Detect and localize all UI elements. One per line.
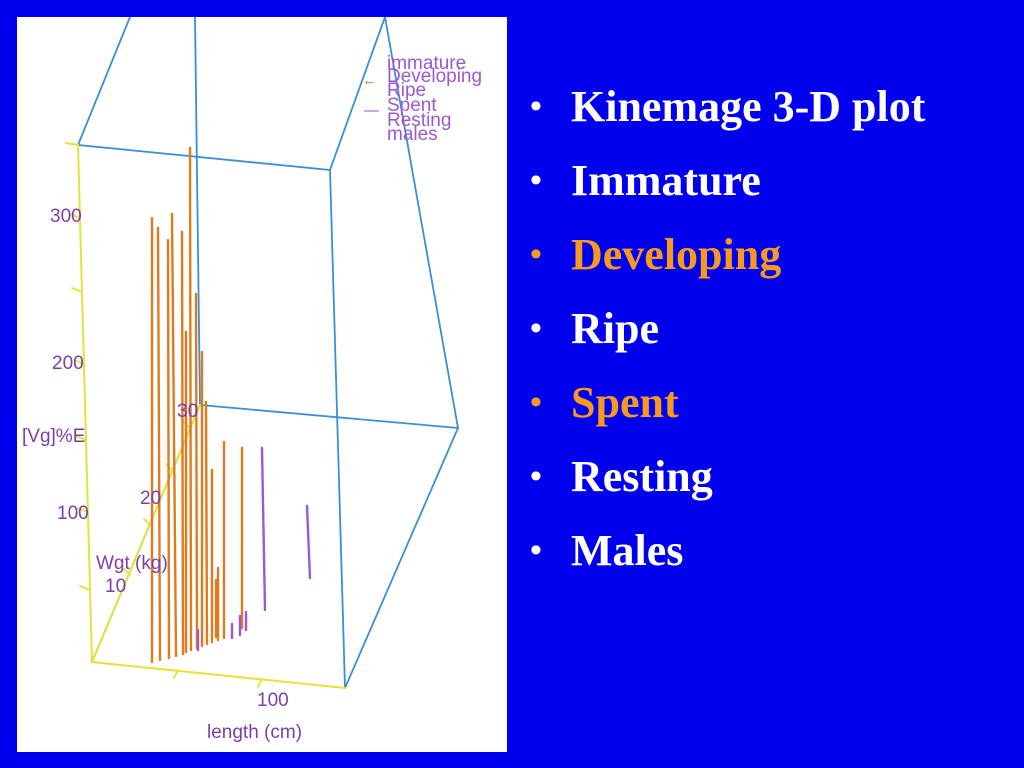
legend-item-spent: Spent xyxy=(387,95,437,116)
z-axis-label: Wgt (kg) xyxy=(96,553,168,574)
x-tick-mark xyxy=(257,678,263,688)
legend-item-males: males xyxy=(387,124,438,145)
spike-developing xyxy=(180,230,185,656)
y-tick-mark xyxy=(73,359,85,365)
box-edge xyxy=(329,169,346,689)
spike-developing xyxy=(166,238,171,660)
spike-developing xyxy=(204,400,209,646)
box-edge xyxy=(77,144,331,171)
legend-item-resting: Resting xyxy=(387,110,452,131)
y-tick-mark xyxy=(75,435,87,441)
x-tick-mark xyxy=(173,669,179,679)
bullet-text: Developing xyxy=(571,230,782,279)
bullet-item: • Resting xyxy=(530,450,925,524)
bullet-item: • Males xyxy=(530,524,925,598)
box-edge xyxy=(384,17,459,429)
box-edge xyxy=(329,17,386,171)
y-axis-label: [Vg]%E xyxy=(22,426,86,447)
y-tick-label: 300 xyxy=(50,206,82,227)
bullet-text: Spent xyxy=(571,378,679,427)
bullet-item: • Spent xyxy=(530,376,925,450)
bullet-dot-icon: • xyxy=(530,310,542,347)
spike-other xyxy=(260,446,267,612)
legend-dash-icon: — xyxy=(364,102,379,119)
y-axis-line xyxy=(77,144,93,663)
spike-other xyxy=(305,504,312,580)
bullet-dot-icon: • xyxy=(530,458,542,495)
legend-arrow-icon: ← xyxy=(362,72,377,89)
legend-item-immature: immature xyxy=(387,53,467,74)
z-tick-label: 30 xyxy=(177,401,199,422)
spike-developing xyxy=(188,146,193,652)
bullet-dot-icon: • xyxy=(530,532,542,569)
bullet-dot-icon: • xyxy=(530,236,542,273)
spike-developing xyxy=(170,212,178,658)
y-tick-mark xyxy=(71,287,83,293)
y-axis-end-mark xyxy=(65,142,79,146)
bullet-text: Immature xyxy=(571,156,761,205)
bullet-item: • Immature xyxy=(530,154,925,228)
x-axis-label: length (cm) xyxy=(207,722,303,743)
bullet-item: • Ripe xyxy=(530,302,925,376)
y-tick-label: 200 xyxy=(52,353,84,374)
bullet-text: Males xyxy=(571,526,684,575)
y-tick-mark xyxy=(79,585,91,591)
bullet-item: • Kinemage 3-D plot xyxy=(530,80,925,154)
bullet-dot-icon: • xyxy=(530,162,542,199)
kinemage-3d-plot[interactable] xyxy=(17,17,507,752)
z-tick-mark xyxy=(123,568,131,576)
y-tick-mark xyxy=(77,507,89,513)
x-axis-line xyxy=(91,661,346,689)
kinemage-plot-panel[interactable]: 300 200 100 [Vg]%E 30 20 10 Wgt (kg) 100… xyxy=(17,17,507,752)
z-tick-label: 20 xyxy=(140,488,162,509)
bullet-list: • Kinemage 3-D plot • Immature • Developing • R… xyxy=(530,80,925,598)
x-tick-label: 100 xyxy=(257,690,289,711)
box-edge xyxy=(344,427,459,689)
legend-item-developing: Developing xyxy=(387,66,483,87)
data-spikes xyxy=(150,146,312,664)
legend-item-ripe: Ripe xyxy=(387,80,427,101)
spike-developing xyxy=(194,292,199,650)
box-edge xyxy=(77,17,131,146)
y-tick-label: 100 xyxy=(57,503,89,524)
bullet-text: Resting xyxy=(571,452,713,501)
bullet-text: Kinemage 3-D plot xyxy=(571,82,926,131)
z-tick-label: 10 xyxy=(105,576,127,597)
box-edge xyxy=(194,17,201,406)
z-tick-mark xyxy=(143,518,151,526)
bullet-dot-icon: • xyxy=(530,384,542,421)
bullet-item: • Developing xyxy=(530,228,925,302)
bullet-text: Ripe xyxy=(571,304,659,353)
spike-developing xyxy=(156,226,162,662)
bullet-dot-icon: • xyxy=(530,88,542,125)
y-tick-mark xyxy=(69,213,81,219)
box-edge xyxy=(199,404,459,429)
